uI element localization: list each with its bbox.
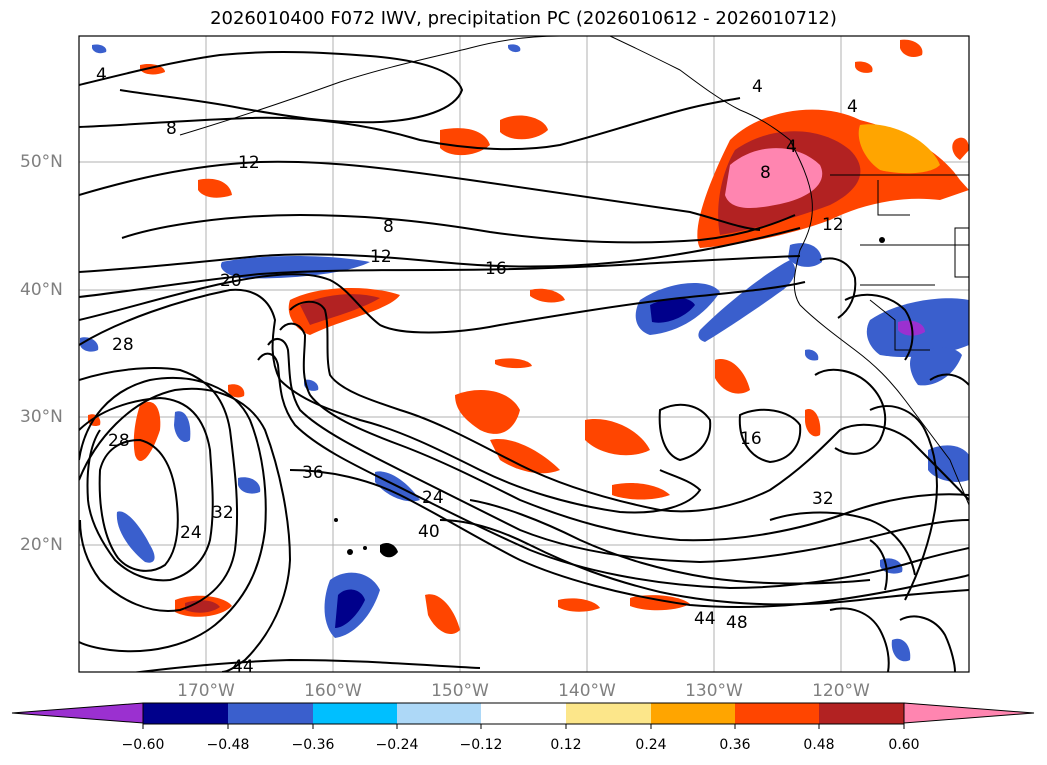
precip-positive [87, 39, 969, 635]
contour-label: 4 [96, 65, 107, 85]
map-title: 2026010400 F072 IWV, precipitation PC (2… [210, 8, 837, 29]
colorbar-tick-label: −0.36 [291, 737, 335, 753]
islands [334, 237, 885, 558]
contour-label: 12 [238, 153, 260, 173]
contour-label: 8 [383, 217, 394, 237]
contour-label: 4 [786, 137, 797, 157]
contour-label: 28 [112, 335, 134, 355]
lat-label-20n: 20°N [20, 535, 63, 555]
colorbar-segment [481, 703, 566, 724]
colorbar-segment [143, 703, 228, 724]
lat-label-40n: 40°N [20, 280, 63, 300]
lon-label-170w: 170°W [177, 681, 235, 701]
contour-label: 40 [418, 522, 440, 542]
contour-label: 16 [740, 429, 762, 449]
colorbar-min-extension [11, 702, 144, 724]
colorbar-segment [651, 703, 735, 724]
lat-label-30n: 30°N [20, 407, 63, 427]
lon-label-120w: 120°W [812, 681, 870, 701]
contour-label: 32 [212, 503, 234, 523]
map-frame [78, 35, 970, 673]
colorbar-segment [566, 703, 651, 724]
contour-label: 36 [302, 463, 324, 483]
colorbar [11, 702, 1035, 729]
colorbar-segment [819, 703, 904, 724]
contour-label: 32 [812, 489, 834, 509]
contour-label: 20 [220, 271, 242, 291]
contour-label: 8 [760, 163, 771, 183]
contour-label: 8 [166, 119, 177, 139]
contour-label: 48 [726, 613, 748, 633]
contour-label: 4 [847, 97, 858, 117]
lon-label-160w: 160°W [304, 681, 362, 701]
colorbar-tick-label: −0.60 [121, 737, 165, 753]
colorbar-tick-label: 0.60 [888, 737, 920, 753]
lon-label-130w: 130°W [685, 681, 743, 701]
colorbar-max-extension [903, 702, 1035, 724]
colorbar-tick-label: 0.36 [719, 737, 751, 753]
colorbar-segment [397, 703, 481, 724]
colorbar-tick-label: −0.12 [459, 737, 503, 753]
contour-label: 12 [822, 215, 844, 235]
contour-label: 24 [180, 523, 202, 543]
lon-label-140w: 140°W [558, 681, 616, 701]
colorbar-segment [228, 703, 313, 724]
colorbar-tick-label: −0.48 [206, 737, 250, 753]
colorbar-tick-label: 0.24 [635, 737, 667, 753]
colorbar-segment [313, 703, 397, 724]
lon-label-150w: 150°W [431, 681, 489, 701]
contour-label: 12 [370, 247, 392, 267]
contour-labels: 4 8 12 8 12 16 20 28 28 24 32 36 24 40 1… [96, 65, 858, 677]
map-area: 4 8 12 8 12 16 20 28 28 24 32 36 24 40 1… [79, 36, 969, 677]
colorbar-tick-label: 0.48 [803, 737, 835, 753]
contour-label: 4 [752, 77, 763, 97]
lat-label-50n: 50°N [20, 152, 63, 172]
contour-label: 16 [485, 259, 507, 279]
colorbar-tick-label: −0.24 [375, 737, 419, 753]
coastlines [179, 36, 969, 506]
colorbar-tick-label: 0.12 [550, 737, 582, 753]
contour-label: 44 [694, 609, 716, 629]
contour-label: 28 [108, 431, 130, 451]
colorbar-segment [735, 703, 819, 724]
contour-label: 24 [422, 488, 444, 508]
iwv-contours [79, 51, 969, 672]
contour-label: 44 [232, 657, 254, 677]
